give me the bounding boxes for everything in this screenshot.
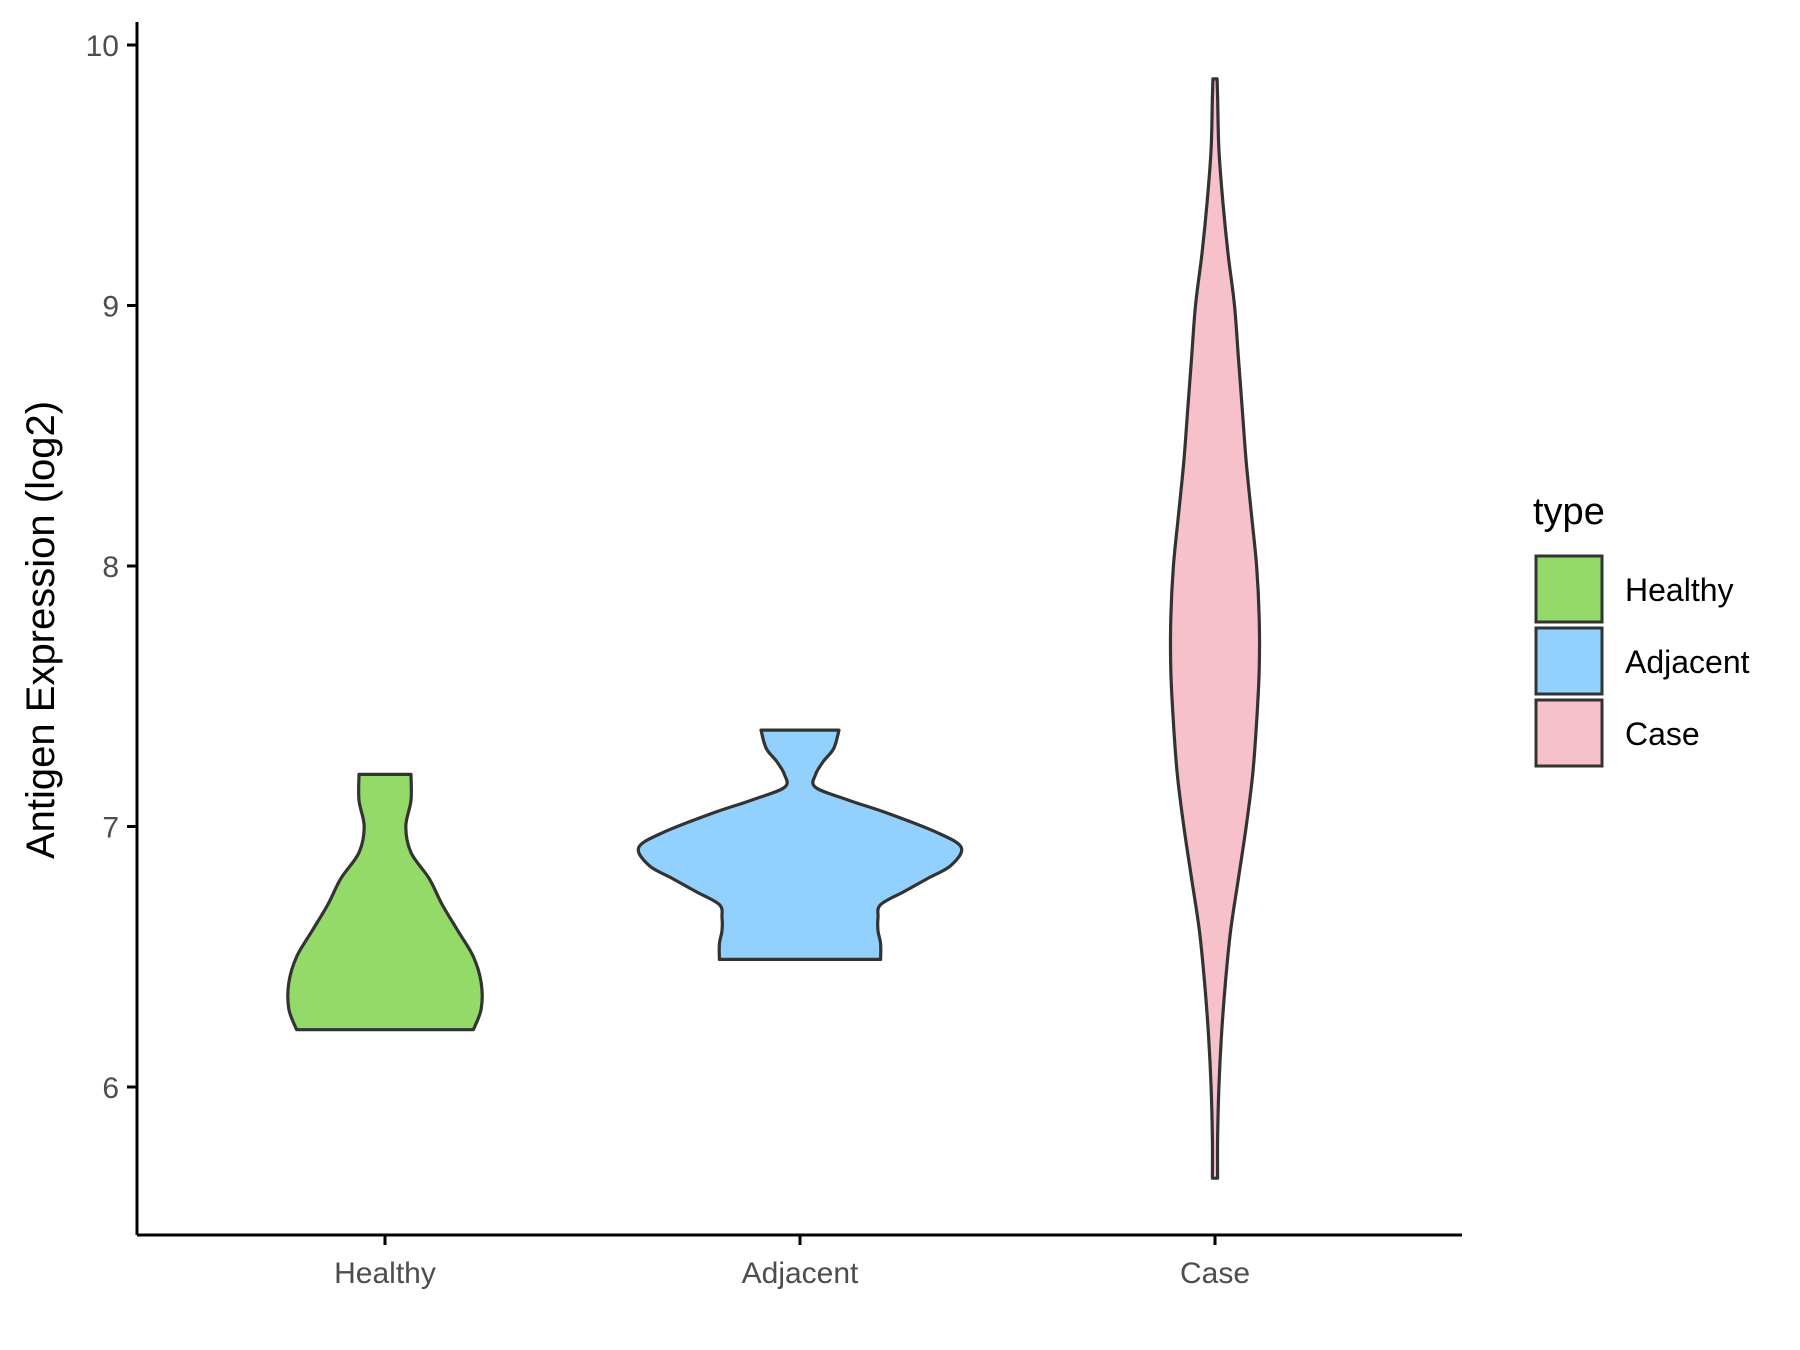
violin-layer: [286, 77, 1262, 1180]
legend-swatch-healthy: [1534, 554, 1604, 624]
x-tick-label: Adjacent: [742, 1257, 859, 1290]
violin-adjacent: [636, 728, 964, 961]
legend-swatch-case: [1534, 698, 1604, 768]
y-axis: 6 7 8 9 10: [86, 22, 139, 1235]
y-tick-label: 8: [102, 551, 119, 584]
x-tick-label: Healthy: [334, 1257, 436, 1290]
y-tick-label: 6: [102, 1072, 119, 1105]
y-tick-label: 10: [86, 30, 119, 63]
legend-label-case: Case: [1625, 716, 1700, 752]
y-tick-label: 7: [102, 812, 119, 845]
legend-swatch-adjacent: [1534, 626, 1604, 696]
violin-healthy: [286, 772, 484, 1032]
legend-label-healthy: Healthy: [1625, 572, 1734, 608]
y-axis-title: Antigen Expression (log2): [19, 401, 63, 859]
legend-label-adjacent: Adjacent: [1625, 644, 1750, 680]
legend-title: type: [1533, 491, 1605, 533]
x-axis: Healthy Adjacent Case: [137, 1233, 1462, 1290]
y-tick-label: 9: [102, 291, 119, 324]
legend: type Healthy Adjacent Case: [1533, 491, 1750, 768]
x-tick-label: Case: [1180, 1257, 1250, 1290]
violin-case: [1168, 77, 1262, 1180]
